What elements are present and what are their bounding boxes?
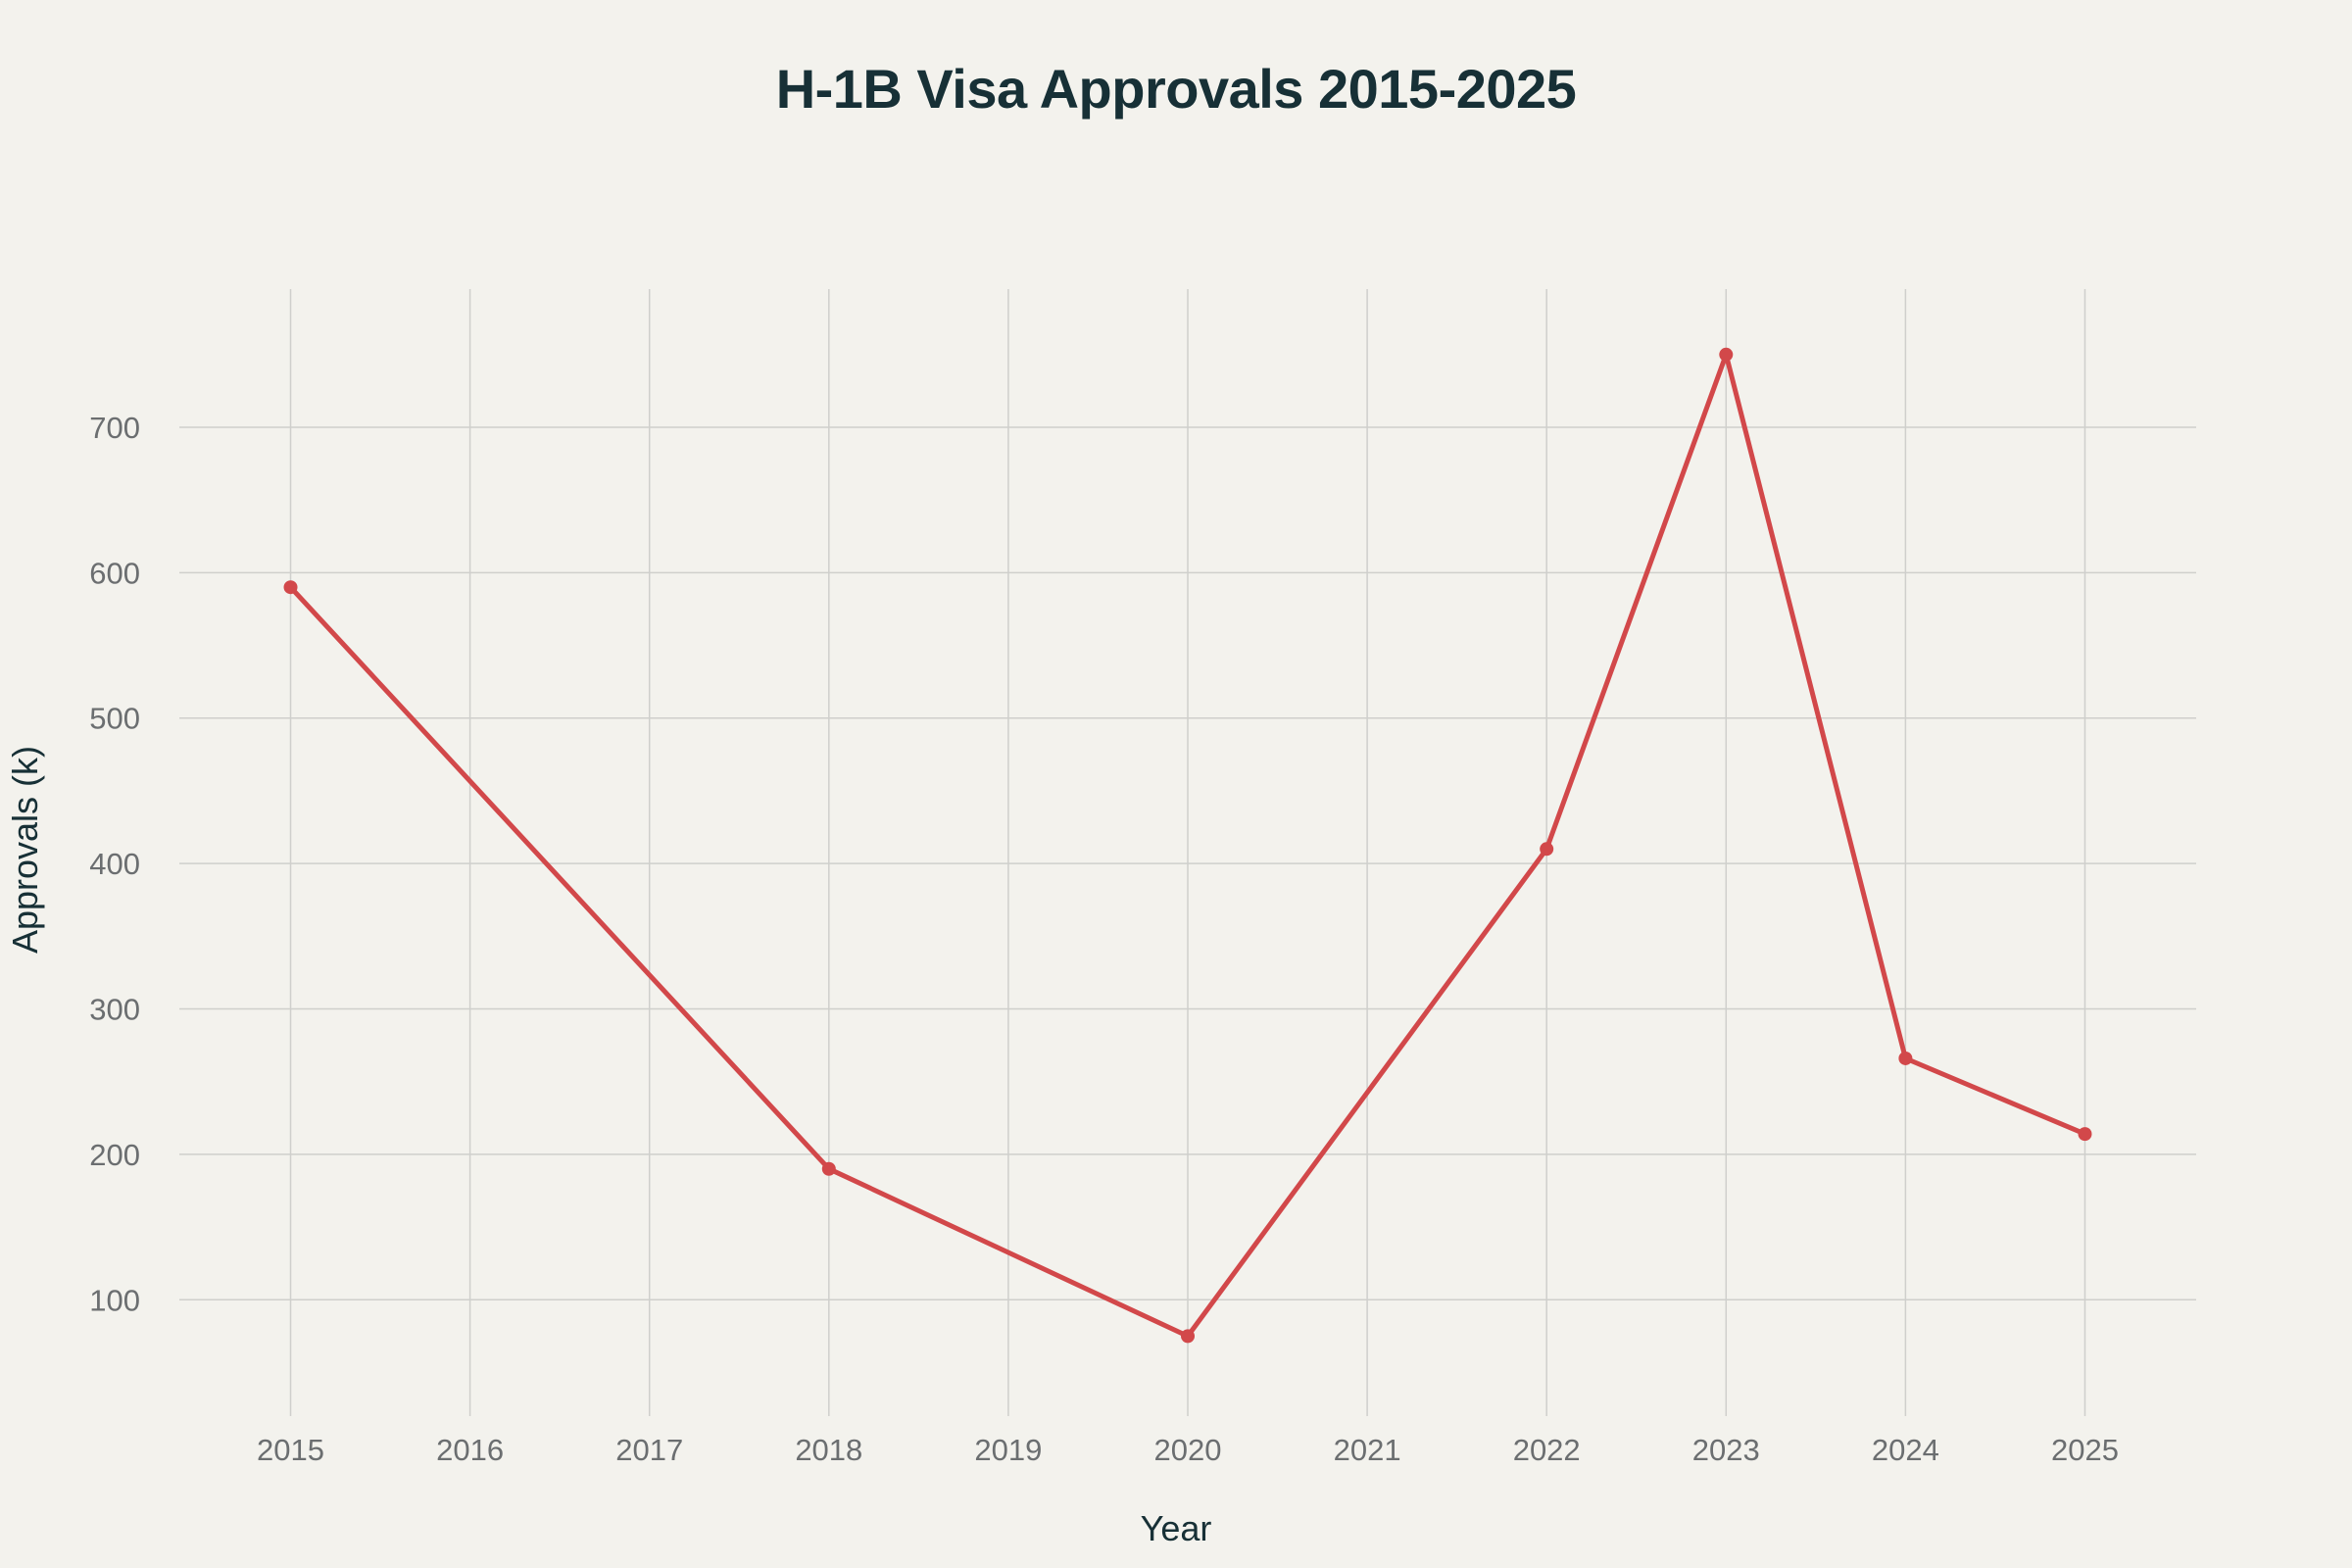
x-tick-label: 2021 [1334,1433,1401,1467]
x-axis-ticks: 2015 2016 2017 2018 2019 2020 2021 2022 2023 2024… [257,1433,2119,1467]
x-tick-label: 2020 [1154,1433,1222,1467]
y-tick-label: 200 [89,1138,140,1172]
data-point[interactable] [1181,1329,1195,1344]
data-point[interactable] [1898,1051,1913,1065]
horizontal-grid [179,426,2196,1301]
x-tick-label: 2022 [1513,1433,1581,1467]
y-tick-label: 100 [89,1283,140,1317]
vertical-grid [289,289,2086,1416]
series-group [283,347,2092,1344]
y-axis-ticks: 100 200 300 400 500 600 700 [89,411,140,1317]
chart-title: H-1B Visa Approvals 2015-2025 [775,58,1577,120]
y-tick-label: 600 [89,556,140,590]
y-tick-label: 300 [89,993,140,1027]
x-tick-label: 2016 [436,1433,504,1467]
x-tick-label: 2017 [615,1433,683,1467]
x-tick-label: 2023 [1692,1433,1760,1467]
data-point[interactable] [1540,842,1554,857]
data-point[interactable] [2078,1127,2092,1142]
y-tick-label: 700 [89,411,140,445]
x-tick-label: 2025 [2051,1433,2119,1467]
x-tick-label: 2015 [257,1433,324,1467]
y-axis-title: Approvals (k) [5,746,45,954]
x-tick-label: 2018 [795,1433,862,1467]
x-axis-title: Year [1141,1508,1212,1548]
x-tick-label: 2024 [1872,1433,1939,1467]
x-tick-label: 2019 [974,1433,1042,1467]
data-point[interactable] [1719,347,1734,362]
y-tick-label: 500 [89,702,140,736]
data-point[interactable] [283,580,298,595]
y-tick-label: 400 [89,847,140,881]
data-point[interactable] [821,1161,836,1176]
